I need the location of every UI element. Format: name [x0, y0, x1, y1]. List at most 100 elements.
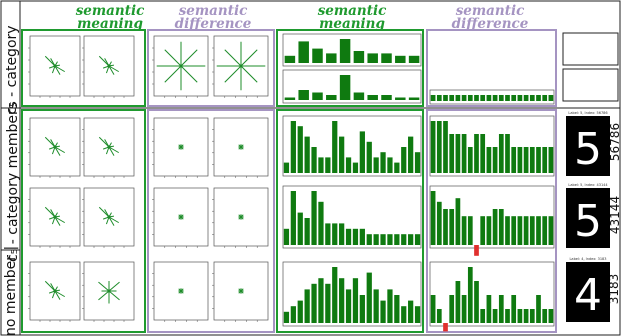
arrow — [54, 65, 65, 73]
bar — [430, 191, 436, 245]
bar — [542, 309, 548, 323]
bar — [449, 134, 455, 173]
bar — [284, 55, 296, 63]
arrow-origin — [53, 289, 57, 293]
arrow — [180, 49, 198, 67]
bar — [401, 234, 407, 245]
bar — [318, 278, 324, 323]
bar — [381, 95, 392, 100]
bar — [492, 209, 498, 245]
star-plot-difference-a — [152, 261, 209, 322]
star-plot-difference-b — [212, 35, 269, 98]
frame-col3-row1 — [276, 29, 424, 107]
bar — [353, 92, 365, 100]
bar — [455, 134, 461, 173]
star-plot-meaning-b — [82, 261, 135, 322]
bar-frame — [429, 89, 555, 105]
arrow — [54, 146, 65, 154]
bar — [511, 95, 517, 101]
header-semantic-meaning-2: semantic meaning — [317, 3, 387, 32]
bar — [498, 95, 504, 101]
bar — [408, 97, 420, 100]
arrow-origin — [239, 215, 243, 219]
bar — [529, 216, 535, 245]
bar-frame — [282, 115, 422, 177]
arrow — [44, 280, 56, 292]
bar — [542, 147, 548, 173]
hist-member-2-meaning — [282, 185, 422, 249]
bar — [408, 234, 414, 245]
bar — [511, 295, 517, 323]
arrow — [240, 65, 258, 83]
arrow — [164, 49, 182, 67]
bar — [461, 134, 467, 173]
hist-member-3-difference — [429, 261, 555, 332]
bar — [474, 134, 479, 173]
bar — [480, 216, 486, 245]
arrow-origin — [53, 145, 57, 149]
bar — [548, 147, 554, 173]
bar — [373, 234, 379, 245]
bar — [467, 267, 473, 323]
bar — [467, 147, 473, 173]
bar — [467, 95, 473, 101]
bar — [536, 295, 541, 323]
bar — [486, 147, 492, 173]
digit-glyph: 4 — [574, 270, 602, 321]
digit-title: Label: 5, Index: 56786 — [568, 111, 607, 115]
star-plot-meaning-b — [82, 187, 135, 248]
negative-bar — [443, 323, 448, 332]
bar — [436, 201, 442, 245]
arrow-origin — [179, 215, 183, 219]
bar — [311, 191, 317, 245]
bar — [311, 147, 317, 173]
star-plot-meaning-a — [28, 261, 81, 322]
bar — [461, 216, 467, 245]
bar — [367, 53, 378, 63]
negative-bar — [474, 245, 479, 256]
bar-frame — [429, 185, 555, 249]
bar — [480, 134, 486, 173]
arrow — [54, 216, 61, 226]
bar — [326, 53, 337, 63]
plot-frame — [83, 187, 135, 247]
bar — [461, 95, 467, 101]
bar — [387, 157, 393, 173]
bar — [395, 55, 406, 63]
arrow — [180, 65, 198, 83]
bar — [366, 272, 372, 323]
bar — [430, 121, 436, 173]
star-plot-meaning-b — [82, 117, 135, 178]
arrow — [54, 146, 61, 156]
arrow — [108, 216, 115, 226]
digit-thumbnail: 5 Label: 5, Index: 43144 — [566, 183, 610, 248]
arrow — [240, 49, 258, 67]
arrow — [98, 206, 110, 218]
bar — [380, 152, 386, 173]
bar — [455, 198, 461, 245]
bar — [505, 134, 510, 173]
bar — [297, 212, 303, 245]
bar — [505, 95, 510, 101]
bar — [304, 218, 310, 245]
bar — [523, 95, 529, 101]
star-plot-difference-b — [212, 187, 269, 248]
bar — [387, 234, 393, 245]
bar — [498, 209, 504, 245]
header-semantic-difference-2: semantic difference — [451, 3, 529, 32]
arrow — [224, 49, 242, 67]
bar — [332, 267, 338, 323]
bar — [394, 234, 400, 245]
bar — [339, 75, 351, 100]
bar — [332, 223, 338, 245]
bar — [366, 234, 372, 245]
arrow — [98, 290, 110, 301]
frame-col4-members — [426, 109, 557, 333]
bar — [353, 51, 365, 63]
digit-title: Label: 5, Index: 43144 — [568, 183, 608, 187]
bar — [394, 295, 400, 323]
bar — [373, 157, 379, 173]
